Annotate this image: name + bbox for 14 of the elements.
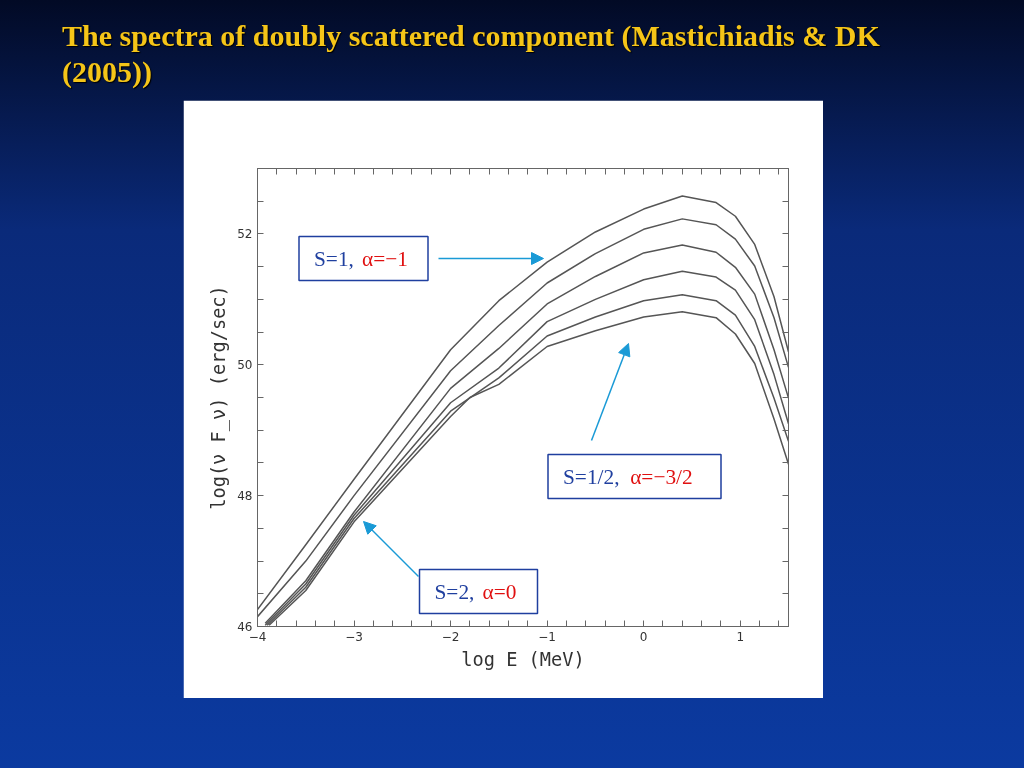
x-tick-label: 0: [639, 629, 648, 644]
y-tick-label: 52: [237, 227, 253, 242]
y-axis-title: log(ν F_ν) (erg/sec): [208, 285, 231, 510]
x-tick-label: −2: [441, 629, 460, 644]
chart-title: The spectra of doubly scattered component (Mastichiadis & DK (2005)): [62, 18, 881, 90]
x-axis-title: log E (MeV): [461, 648, 585, 670]
y-tick-label: 50: [237, 358, 253, 373]
annotation: S=2, α=0: [434, 579, 517, 604]
x-tick-label: −3: [345, 629, 363, 644]
annotation: S=1, α=−1: [314, 246, 408, 271]
x-tick-label: 1: [736, 629, 745, 644]
x-tick-label: −1: [538, 629, 556, 644]
annotation: S=1/2, α=−3/2: [563, 464, 693, 489]
y-tick-label: 48: [237, 489, 253, 504]
